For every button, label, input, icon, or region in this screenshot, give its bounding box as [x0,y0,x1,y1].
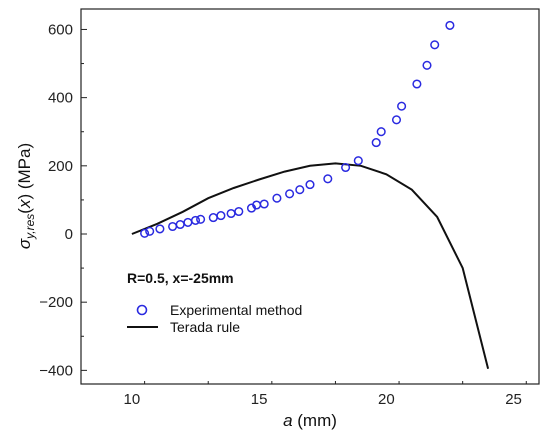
experimental-point [412,79,422,89]
y-axis-title: σy,res(x) (MPa) [15,143,37,249]
y-tick-label: 0 [65,226,73,243]
experimental-point [353,156,363,166]
legend-label-terada: Terada rule [170,319,240,335]
experimental-point [305,180,315,190]
legend: Experimental method Terada rule [127,302,302,335]
experimental-point [196,214,206,224]
y-tick-label: 200 [48,158,73,175]
x-tick-label: 10 [124,391,141,408]
x-axis-title: a (mm) [283,411,337,430]
experimental-point [397,101,407,111]
experimental-point [183,217,193,227]
axis-ticks [80,28,527,384]
experimental-point [175,219,185,230]
axis-tick-labels: 10 15 20 25 −400 −200 0 200 400 600 [39,21,522,408]
series-experimental-method [140,20,455,238]
y-tick-label: 600 [48,21,73,38]
experimental-point [155,224,165,234]
experimental-point [391,115,402,125]
experimental-point [430,40,440,50]
experimental-point [285,189,295,199]
experimental-point [190,215,201,225]
x-tick-label: 25 [505,391,522,408]
x-tick-label: 20 [378,391,395,408]
legend-label-experimental: Experimental method [170,302,302,318]
experimental-point [445,20,455,30]
experimental-point [140,228,150,238]
x-tick-label: 15 [251,391,268,408]
experimental-point [422,60,432,70]
y-tick-label: −200 [39,294,73,311]
experimental-point [168,221,178,232]
experimental-point [216,211,226,221]
experimental-point [145,226,155,236]
experimental-point [259,199,269,209]
experimental-point [272,193,282,203]
experimental-point [323,174,333,184]
experimental-point [234,206,244,217]
experimental-point [376,127,386,137]
experimental-point [208,213,218,223]
experimental-point [341,162,351,173]
experimental-point [371,138,381,148]
plot-frame [80,8,540,385]
annotation: R=0.5, x=-25mm [127,270,234,286]
terada-rule-line [131,162,490,369]
legend-marker-experimental [136,304,148,316]
series-terada-rule [131,162,490,369]
experimental-point [226,208,236,219]
y-tick-label: −400 [39,362,73,379]
experimental-point [295,185,305,195]
y-tick-label: 400 [48,90,73,107]
